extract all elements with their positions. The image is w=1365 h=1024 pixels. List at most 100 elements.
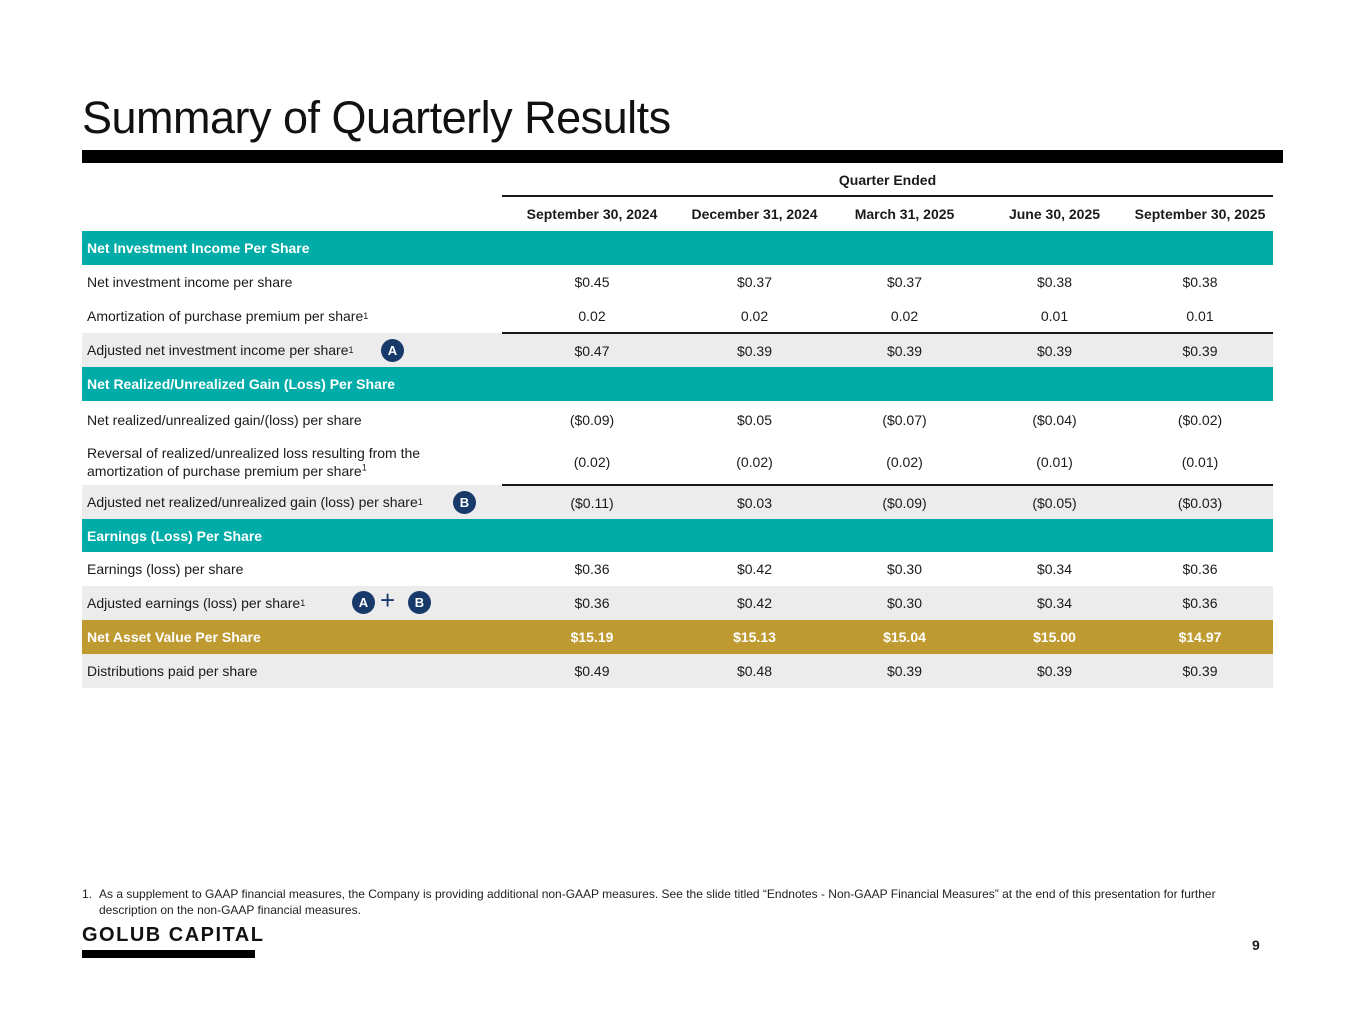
quarter-ended-label: Quarter Ended [838,172,937,188]
value-cell: 0.02 [578,308,606,324]
value-cell: $0.39 [682,332,827,368]
value-cell: $0.39 [982,332,1127,368]
value-cell: $15.19 [570,629,614,645]
value-cell: $15.00 [1033,629,1076,645]
value-cell: (0.01) [1036,454,1073,470]
col-header-4: September 30, 2025 [1134,206,1266,222]
header-spacer [82,197,502,231]
title-rule [82,150,1283,163]
value-cell: ($0.09) [569,412,615,428]
footnote-ref: 1 [361,462,367,473]
footnote-text: As a supplement to GAAP financial measur… [99,887,1216,917]
value-cell: $0.45 [574,274,610,290]
page-number: 9 [1252,937,1260,953]
value-cell: 0.01 [1040,308,1069,324]
value-cell: ($0.07) [882,412,927,428]
value-cell: $14.97 [1178,629,1222,645]
table-row-amortization: Amortization of purchase premium per sha… [82,299,1273,333]
row-label-text: Amortization of purchase premium per sha… [87,308,364,324]
value-cell: $0.42 [736,595,773,611]
value-cell: $0.34 [1036,595,1073,611]
section-gain: Net Realized/Unrealized Gain (Loss) Per … [82,367,1273,401]
table-row-adjusted-gain: Adjusted net realized/unrealized gain (l… [82,484,1273,520]
row-label: Adjusted net realized/unrealized gain (l… [82,485,502,519]
value-cell: ($0.04) [1032,412,1077,428]
row-label-line2: amortization of purchase premium per sha… [87,463,362,479]
plus-icon: + [380,585,396,615]
value-cell: $0.30 [886,595,923,611]
value-cell: (0.02) [573,454,611,470]
value-cell: 0.02 [740,308,769,324]
row-label: Net Asset Value Per Share [87,629,261,645]
value-cell: ($0.03) [1127,484,1273,520]
table-row-adjusted-nii: Adjusted net investment income per share… [82,332,1273,368]
quarter-ended-rule [502,195,1273,197]
value-cell: $0.30 [886,561,923,577]
row-label-text: Adjusted earnings (loss) per share [87,595,301,611]
value-cell: $0.36 [574,595,610,611]
row-label: Adjusted earnings (loss) per share 1 A + … [82,585,502,620]
table-row-eps: Earnings (loss) per share $0.36 $0.42 $0… [82,552,1273,586]
badge-b-icon: B [408,591,431,614]
row-label: Amortization of purchase premium per sha… [87,308,369,324]
row-label-text: Adjusted net realized/unrealized gain (l… [87,494,418,510]
table-row-nav: Net Asset Value Per Share $15.19 $15.13 … [82,620,1273,654]
badge-a-icon: A [381,339,404,362]
section-eps: Earnings (Loss) Per Share [82,519,1273,552]
row-label: Adjusted net investment income per share… [82,333,502,367]
logo-rule [82,950,255,958]
value-cell: ($0.02) [1177,412,1223,428]
value-cell: $0.42 [736,561,773,577]
row-label: Reversal of realized/unrealized loss res… [82,440,502,484]
value-cell: 0.01 [1186,308,1214,324]
col-header-2: March 31, 2025 [854,206,955,222]
table-row-distributions: Distributions paid per share $0.49 $0.48… [82,654,1273,688]
value-cell: $0.36 [1182,595,1218,611]
table-row-gain: Net realized/unrealized gain/(loss) per … [82,403,1273,437]
value-cell: $0.47 [502,332,682,368]
section-nii: Net Investment Income Per Share [82,231,1273,265]
footnote-number: 1. [82,887,93,901]
value-cell: ($0.09) [827,484,982,520]
badge-b-icon: B [453,491,476,514]
col-header-3: June 30, 2025 [1008,206,1101,222]
value-cell: $0.36 [1182,561,1218,577]
value-cell: $0.39 [827,332,982,368]
table-row-adjusted-eps: Adjusted earnings (loss) per share 1 A + … [82,585,1273,620]
col-header-0: September 30, 2024 [526,206,658,222]
value-cell: ($0.05) [982,484,1127,520]
value-cell: $0.39 [1036,663,1073,679]
value-cell: (0.02) [886,454,923,470]
value-cell: $15.13 [733,629,776,645]
badge-a-icon: A [352,591,375,614]
value-cell: $0.39 [1182,663,1218,679]
value-cell: $15.04 [883,629,926,645]
value-cell: (0.01) [1181,454,1219,470]
column-header-row: September 30, 2024 December 31, 2024 Mar… [82,197,1273,231]
value-cell: $0.39 [886,663,923,679]
row-label-text: Adjusted net investment income per share [87,342,349,358]
section-eps-label: Earnings (Loss) Per Share [87,527,263,544]
page-title: Summary of Quarterly Results [82,92,671,143]
value-cell: $0.48 [736,663,773,679]
col-header-1: December 31, 2024 [691,206,818,222]
row-label: Distributions paid per share [82,654,502,688]
value-cell: $0.03 [682,484,827,520]
row-label: Earnings (loss) per share [87,561,244,577]
section-gain-label: Net Realized/Unrealized Gain (Loss) Per … [87,376,396,392]
row-label-line1: Reversal of realized/unrealized loss res… [87,445,421,461]
row-label: Net investment income per share [87,274,293,290]
value-cell: 0.02 [890,308,919,324]
value-cell: $0.37 [886,274,923,290]
value-cell: ($0.11) [502,484,682,520]
value-cell: (0.02) [736,454,773,470]
table-row-reversal: Reversal of realized/unrealized loss res… [82,440,1273,484]
company-logo: GOLUB CAPITAL [82,924,265,946]
value-cell: $0.36 [574,561,610,577]
section-nii-label: Net Investment Income Per Share [87,240,310,256]
value-cell: $0.38 [1036,274,1073,290]
row-label: Net realized/unrealized gain/(loss) per … [87,412,362,428]
value-cell: $0.38 [1182,274,1218,290]
value-cell: $0.49 [574,663,610,679]
value-cell: $0.37 [736,274,773,290]
